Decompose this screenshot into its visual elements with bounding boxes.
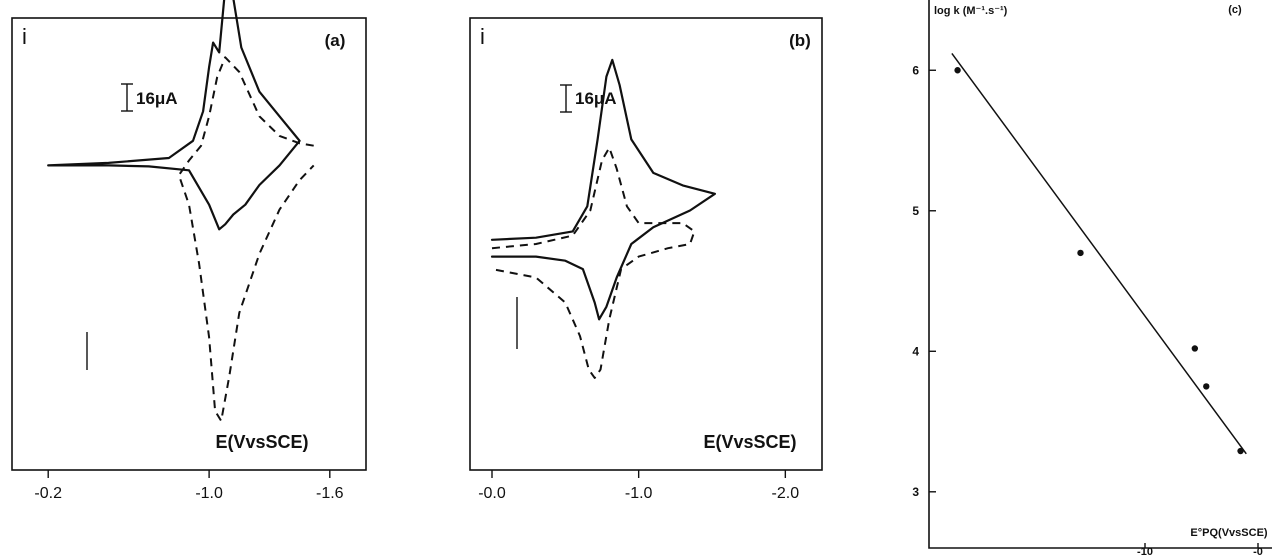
- panel-b-scale-bar-label: 16μA: [575, 89, 617, 108]
- panel-c: log k (M⁻¹.s⁻¹) (c) E°PQ(VvsSCE) 3 4 5 6 -1…: [912, 0, 1272, 556]
- panel-b-x-tick-label: -2.0: [772, 485, 800, 502]
- panel-b-label: (b): [789, 31, 811, 50]
- panel-c-y-tick-label: 5: [912, 204, 919, 218]
- panel-b-ylabel: i: [480, 24, 485, 49]
- panel-b-x-tick-label: -1.0: [625, 485, 653, 502]
- panel-c-fit-line: [951, 52, 1247, 455]
- panel-c-data-point: [1077, 249, 1084, 257]
- panel-c-frame: [928, 0, 1272, 549]
- panel-c-y-tick-label: 6: [912, 63, 919, 77]
- panel-c-y-tick-label: 3: [912, 485, 919, 499]
- panel-c-y-ticks: 3 4 5 6: [912, 63, 936, 499]
- panel-c-fit-segment: [951, 52, 1247, 455]
- panel-c-data-point: [1203, 383, 1210, 390]
- panel-a-frame: [11, 17, 367, 471]
- panel-a-ylabel: i: [22, 24, 27, 49]
- panel-a: i (a) 16μA E(VvsSCE) -0.2 -1.0 -1.6: [11, 0, 367, 502]
- panel-c-label: (c): [1228, 4, 1242, 16]
- panel-a-x-tick-label: -1.0: [195, 485, 223, 502]
- panel-c-data-point: [1191, 345, 1199, 352]
- panel-b-xlabel: E(VvsSCE): [703, 432, 796, 452]
- panel-a-scale-bar-label: 16μA: [136, 89, 178, 108]
- panel-c-y-tick-label: 4: [912, 344, 919, 358]
- panel-c-xlabel: E°PQ(VvsSCE): [1190, 527, 1267, 539]
- panel-c-ylabel: log k (M⁻¹.s⁻¹): [934, 5, 1008, 17]
- panel-a-x-tick-label: -1.6: [316, 485, 344, 502]
- panel-c-x-ticks: -10 -0: [1137, 543, 1263, 556]
- panel-c-x-tick-label: -0: [1253, 546, 1263, 556]
- panel-a-series: [47, 0, 315, 422]
- panel-c-points: [954, 67, 1244, 455]
- panel-a-x-ticks: -0.2 -1.0 -1.6: [34, 470, 344, 502]
- panel-b-scale-bar: 16μA: [560, 84, 617, 113]
- panel-b-frame: [469, 17, 823, 471]
- panel-a-label: (a): [325, 31, 346, 50]
- panel-c-data-point: [1237, 447, 1244, 455]
- panel-b: i (b) 16μA E(VvsSCE) -0.0 -1.0 -2.0: [469, 17, 823, 502]
- panel-c-data-point: [954, 67, 961, 74]
- panel-a-xlabel: E(VvsSCE): [215, 432, 308, 452]
- panel-a-scale-bar: 16μA: [121, 83, 178, 112]
- panel-b-dashed-trace: [491, 146, 696, 379]
- panel-a-x-tick-label: -0.2: [34, 485, 62, 502]
- panel-b-solid-trace: [490, 58, 717, 321]
- panel-c-x-tick-label: -10: [1137, 546, 1153, 556]
- panel-a-dashed-trace: [177, 56, 315, 422]
- panel-a-solid-trace: [47, 0, 301, 231]
- panel-b-x-tick-label: -0.0: [478, 485, 506, 502]
- panel-b-series: [490, 58, 717, 379]
- panel-b-x-ticks: -0.0 -1.0 -2.0: [478, 470, 799, 502]
